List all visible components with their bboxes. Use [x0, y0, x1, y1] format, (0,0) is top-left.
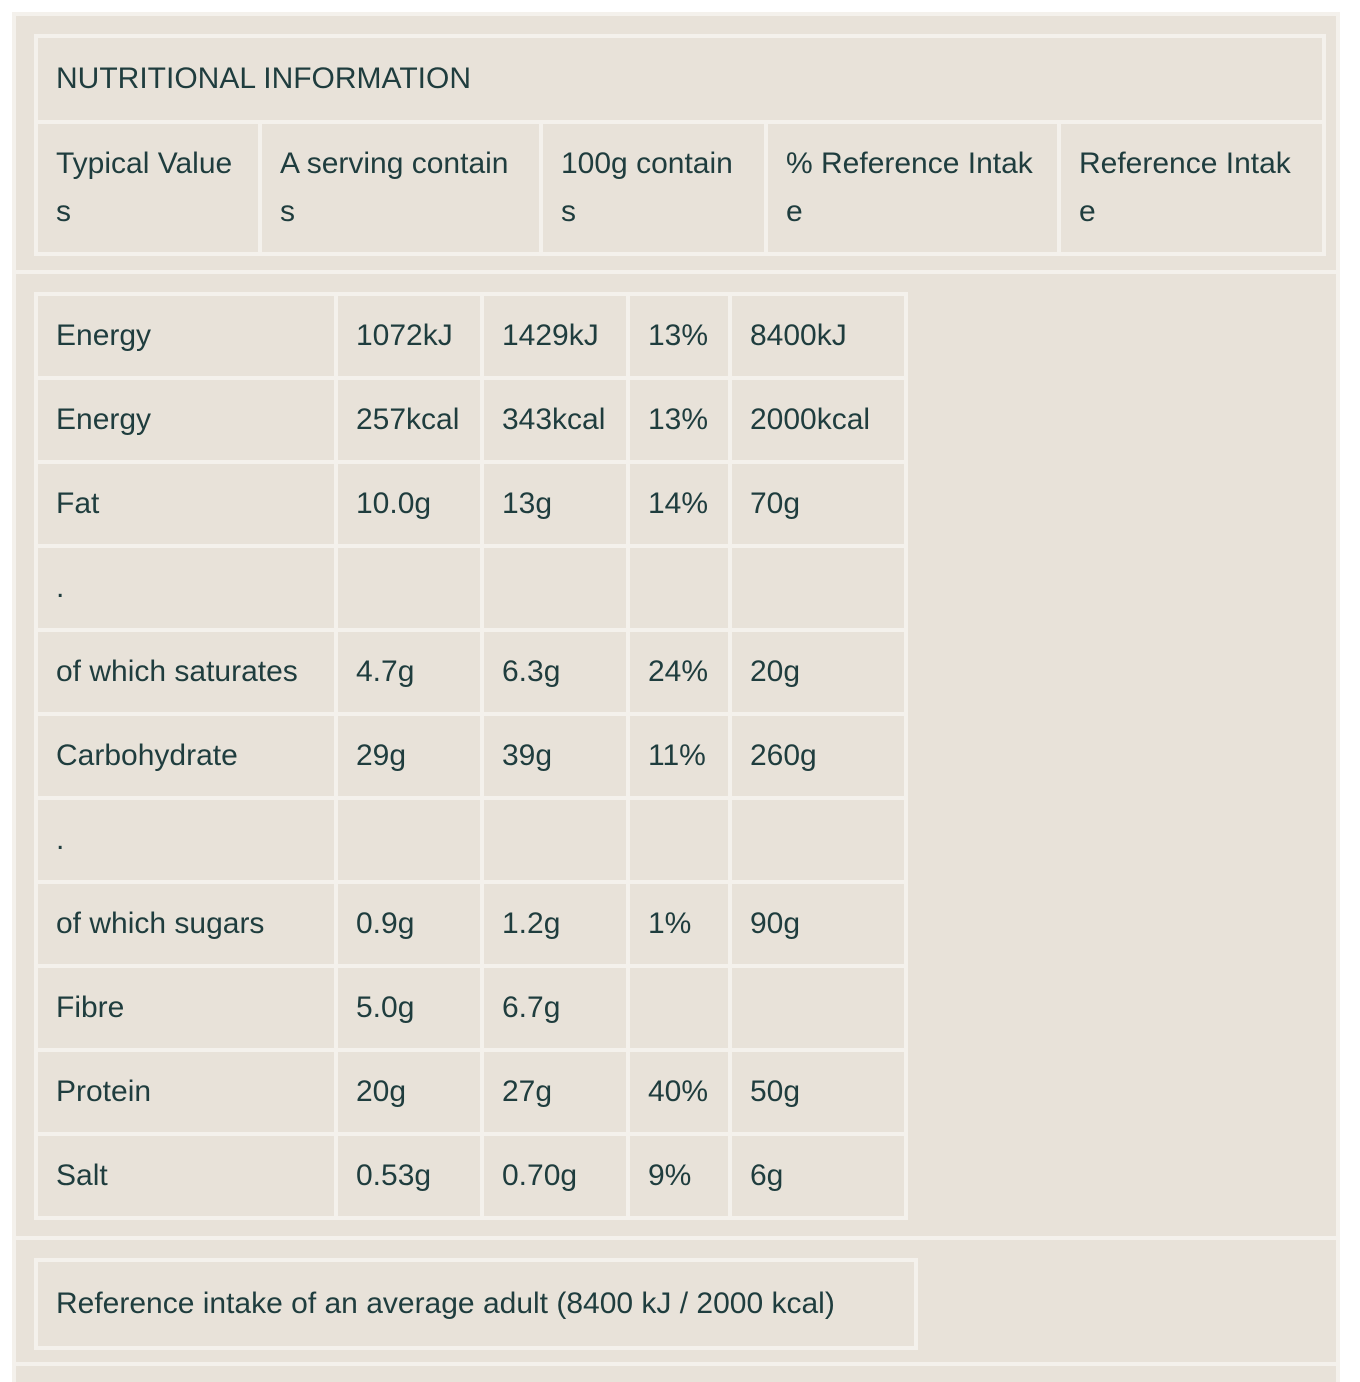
nutrient-name: .	[34, 796, 338, 884]
reference-intake-value	[728, 544, 908, 632]
serving-value: 1072kJ	[334, 292, 484, 380]
percent-ri-value: 9%	[626, 1132, 732, 1220]
serving-value: 0.9g	[334, 880, 484, 968]
table-row: Protein 20g 27g 40% 50g	[34, 1048, 908, 1136]
per-100g-value	[480, 796, 630, 884]
table-row: Energy 1072kJ 1429kJ 13% 8400kJ	[34, 292, 908, 380]
reference-intake-value: 260g	[728, 712, 908, 800]
per-100g-value: 6.3g	[480, 628, 630, 716]
nutrient-name: Carbohydrate	[34, 712, 338, 800]
reference-intake-value: 8400kJ	[728, 292, 908, 380]
percent-ri-value: 13%	[626, 376, 732, 464]
serving-value: 29g	[334, 712, 484, 800]
reference-intake-value: 6g	[728, 1132, 908, 1220]
nutrition-data-table: Energy 1072kJ 1429kJ 13% 8400kJ Energy 257kcal…	[34, 292, 908, 1220]
per-100g-value	[480, 544, 630, 632]
nutrient-name: .	[34, 544, 338, 632]
column-header-percent-reference-intake: % Reference Intake	[764, 120, 1061, 256]
reference-intake-value	[728, 964, 908, 1052]
serving-value: 20g	[334, 1048, 484, 1136]
serving-value: 4.7g	[334, 628, 484, 716]
percent-ri-value: 11%	[626, 712, 732, 800]
percent-ri-value: 13%	[626, 292, 732, 380]
per-100g-value: 27g	[480, 1048, 630, 1136]
serving-value: 257kcal	[334, 376, 484, 464]
percent-ri-value: 14%	[626, 460, 732, 548]
reference-intake-value: 70g	[728, 460, 908, 548]
nutrient-name: Energy	[34, 292, 338, 380]
table-title: NUTRITIONAL INFORMATION	[34, 34, 1326, 124]
column-header-reference-intake: Reference Intake	[1057, 120, 1326, 256]
percent-ri-value: 40%	[626, 1048, 732, 1136]
serving-value: 0.53g	[334, 1132, 484, 1220]
table-row: of which sugars 0.9g 1.2g 1% 90g	[34, 880, 908, 968]
per-100g-value: 343kcal	[480, 376, 630, 464]
percent-ri-value	[626, 964, 732, 1052]
footnote-table: Reference intake of an average adult (84…	[34, 1258, 918, 1350]
reference-intake-value	[728, 796, 908, 884]
nutrition-footnote-section: Reference intake of an average adult (84…	[16, 1240, 1336, 1366]
per-100g-value: 0.70g	[480, 1132, 630, 1220]
nutrient-name: Salt	[34, 1132, 338, 1220]
nutrition-header-table: NUTRITIONAL INFORMATION Typical Values A…	[34, 34, 1326, 256]
serving-value: 10.0g	[334, 460, 484, 548]
reference-intake-footnote: Reference intake of an average adult (84…	[34, 1258, 918, 1350]
per-100g-value: 1429kJ	[480, 292, 630, 380]
reference-intake-value: 50g	[728, 1048, 908, 1136]
per-100g-value: 13g	[480, 460, 630, 548]
per-100g-value: 39g	[480, 712, 630, 800]
table-row: of which saturates 4.7g 6.3g 24% 20g	[34, 628, 908, 716]
table-row: Energy 257kcal 343kcal 13% 2000kcal	[34, 376, 908, 464]
nutrient-name: of which sugars	[34, 880, 338, 968]
table-row: .	[34, 544, 908, 632]
nutrient-name: Protein	[34, 1048, 338, 1136]
table-row: Salt 0.53g 0.70g 9% 6g	[34, 1132, 908, 1220]
nutrient-name: of which saturates	[34, 628, 338, 716]
serving-value	[334, 796, 484, 884]
per-100g-value: 1.2g	[480, 880, 630, 968]
table-row: Fat 10.0g 13g 14% 70g	[34, 460, 908, 548]
percent-ri-value	[626, 544, 732, 632]
reference-intake-value: 2000kcal	[728, 376, 908, 464]
nutrient-name: Fat	[34, 460, 338, 548]
table-row: .	[34, 796, 908, 884]
column-header-100g: 100g contains	[539, 120, 768, 256]
serving-value: 5.0g	[334, 964, 484, 1052]
nutrition-body-section: Energy 1072kJ 1429kJ 13% 8400kJ Energy 257kcal…	[16, 274, 1336, 1240]
column-header-typical-values: Typical Values	[34, 120, 262, 256]
nutrient-name: Energy	[34, 376, 338, 464]
nutrition-header-section: NUTRITIONAL INFORMATION Typical Values A…	[16, 16, 1336, 274]
table-row: Fibre 5.0g 6.7g	[34, 964, 908, 1052]
percent-ri-value: 24%	[626, 628, 732, 716]
column-header-serving: A serving contains	[258, 120, 543, 256]
table-row: Carbohydrate 29g 39g 11% 260g	[34, 712, 908, 800]
percent-ri-value	[626, 796, 732, 884]
reference-intake-value: 90g	[728, 880, 908, 968]
reference-intake-value: 20g	[728, 628, 908, 716]
nutrition-panel: NUTRITIONAL INFORMATION Typical Values A…	[12, 12, 1340, 1382]
serving-value	[334, 544, 484, 632]
per-100g-value: 6.7g	[480, 964, 630, 1052]
nutrient-name: Fibre	[34, 964, 338, 1052]
percent-ri-value: 1%	[626, 880, 732, 968]
